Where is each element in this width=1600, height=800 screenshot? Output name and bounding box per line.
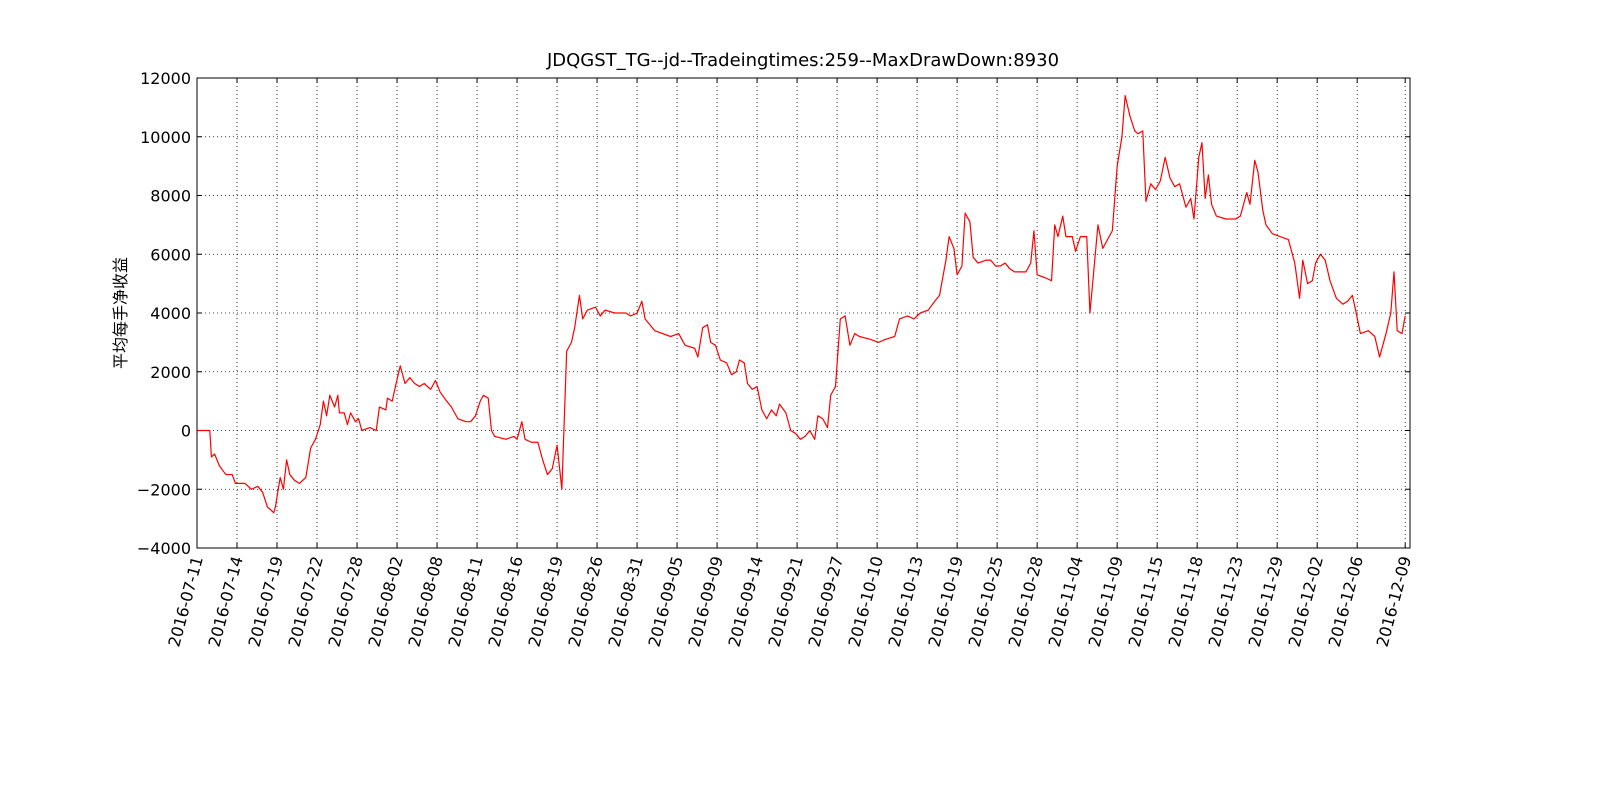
chart-title: JDQGST_TG--jd--Tradeingtimes:259--MaxDra… bbox=[546, 50, 1059, 71]
y-axis-label: 平均每手净收益 bbox=[111, 257, 130, 369]
y-tick-label: 6000 bbox=[150, 245, 191, 264]
y-tick-label: 4000 bbox=[150, 304, 191, 323]
y-tick-label: −4000 bbox=[137, 539, 191, 558]
data-line bbox=[197, 95, 1406, 514]
y-tick-label: 12000 bbox=[140, 69, 191, 88]
y-tick-label: 10000 bbox=[140, 128, 191, 147]
plot-frame bbox=[196, 77, 1411, 549]
y-tick-label: 8000 bbox=[150, 187, 191, 206]
y-tick-label: 0 bbox=[181, 422, 191, 441]
y-tick-label: 2000 bbox=[150, 363, 191, 382]
y-tick-label: −2000 bbox=[137, 480, 191, 499]
